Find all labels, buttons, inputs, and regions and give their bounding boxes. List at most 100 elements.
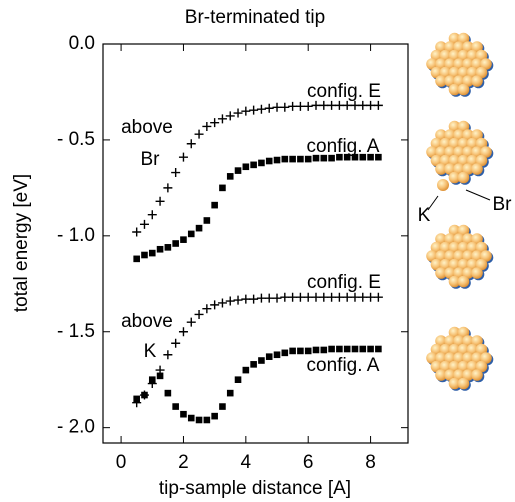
atom	[475, 258, 488, 271]
atom	[453, 233, 465, 245]
atom	[435, 163, 447, 175]
plus-marker	[327, 292, 337, 302]
plus-marker	[264, 293, 274, 303]
series-label: config. A	[307, 355, 380, 376]
atom	[444, 146, 456, 158]
atom	[448, 360, 461, 373]
pointer-line	[427, 195, 439, 211]
x-tick-label: 6	[303, 452, 314, 473]
square-marker	[375, 153, 382, 161]
plus-marker	[147, 210, 157, 220]
atom	[453, 163, 465, 175]
series-label: config. A	[307, 136, 380, 157]
plus-marker	[233, 295, 243, 305]
atom	[466, 360, 479, 373]
square-marker	[351, 345, 359, 353]
atom	[466, 137, 479, 150]
square-marker	[320, 346, 328, 354]
atom	[435, 75, 447, 87]
atom	[471, 352, 483, 364]
square-marker	[195, 416, 203, 424]
square-marker	[219, 403, 226, 410]
atom	[444, 335, 456, 347]
atom	[466, 154, 479, 167]
atom	[475, 49, 488, 62]
square-marker	[234, 167, 242, 174]
square-marker	[367, 345, 374, 353]
square-marker	[265, 157, 273, 165]
plus-marker	[358, 100, 368, 110]
atom	[448, 66, 461, 79]
atom	[437, 179, 449, 191]
atom	[457, 120, 470, 133]
square-marker	[297, 155, 304, 163]
square-marker	[258, 357, 265, 364]
plus-marker	[342, 292, 352, 302]
square-marker	[281, 349, 289, 357]
square-marker	[141, 391, 148, 399]
square-marker	[180, 236, 187, 243]
atom	[430, 49, 443, 62]
square-marker	[148, 249, 156, 257]
atom	[480, 352, 492, 364]
plus-marker	[202, 121, 212, 131]
square-marker	[172, 240, 179, 247]
plus-marker	[163, 350, 173, 360]
square-marker	[351, 153, 359, 161]
plus-marker	[358, 292, 368, 302]
atom	[457, 171, 470, 184]
atom	[430, 258, 443, 271]
square-marker	[234, 376, 242, 383]
atom	[471, 250, 483, 262]
y-tick-label: - 1.5	[57, 321, 95, 342]
atom	[439, 49, 452, 62]
atom	[471, 233, 483, 245]
x-tick-label: 8	[365, 452, 376, 473]
atom	[453, 267, 465, 279]
plot-frame	[102, 43, 409, 444]
plus-marker	[295, 101, 305, 111]
atom	[448, 326, 461, 339]
plus-marker	[233, 108, 243, 118]
chart-title: Br-terminated tip	[185, 7, 325, 28]
plus-marker	[288, 101, 298, 111]
plus-marker	[311, 292, 321, 302]
atom	[444, 233, 456, 245]
x-tick-label: 2	[178, 452, 189, 473]
plus-marker	[210, 118, 220, 128]
atom	[457, 377, 470, 390]
atom	[435, 250, 447, 262]
atom	[430, 241, 443, 254]
atom	[462, 250, 474, 262]
square-marker	[343, 345, 351, 353]
plus-marker	[327, 100, 337, 110]
square-marker	[156, 372, 164, 380]
atom	[439, 258, 452, 271]
y-tick-label: 0.0	[69, 33, 95, 54]
atom	[426, 58, 438, 70]
square-marker	[336, 345, 343, 353]
atom	[471, 369, 483, 381]
plus-marker	[241, 106, 251, 116]
plus-marker	[342, 100, 352, 110]
atom	[466, 241, 479, 254]
atom	[448, 137, 461, 150]
x-axis-label: tip-sample distance [A]	[159, 478, 351, 499]
atom	[457, 83, 470, 96]
atom	[435, 58, 447, 70]
atom	[453, 146, 465, 158]
atom	[466, 49, 479, 62]
atom	[448, 275, 461, 288]
plus-marker	[319, 292, 329, 302]
cluster-label: K	[418, 205, 431, 226]
square-marker	[273, 351, 281, 359]
plus-marker	[288, 292, 298, 302]
annotation: K	[144, 341, 157, 362]
plus-marker	[350, 292, 360, 302]
atom	[435, 369, 447, 381]
atom	[462, 369, 474, 381]
atom	[466, 66, 479, 79]
y-tick-label: - 0.5	[57, 129, 95, 150]
atom	[444, 129, 456, 141]
